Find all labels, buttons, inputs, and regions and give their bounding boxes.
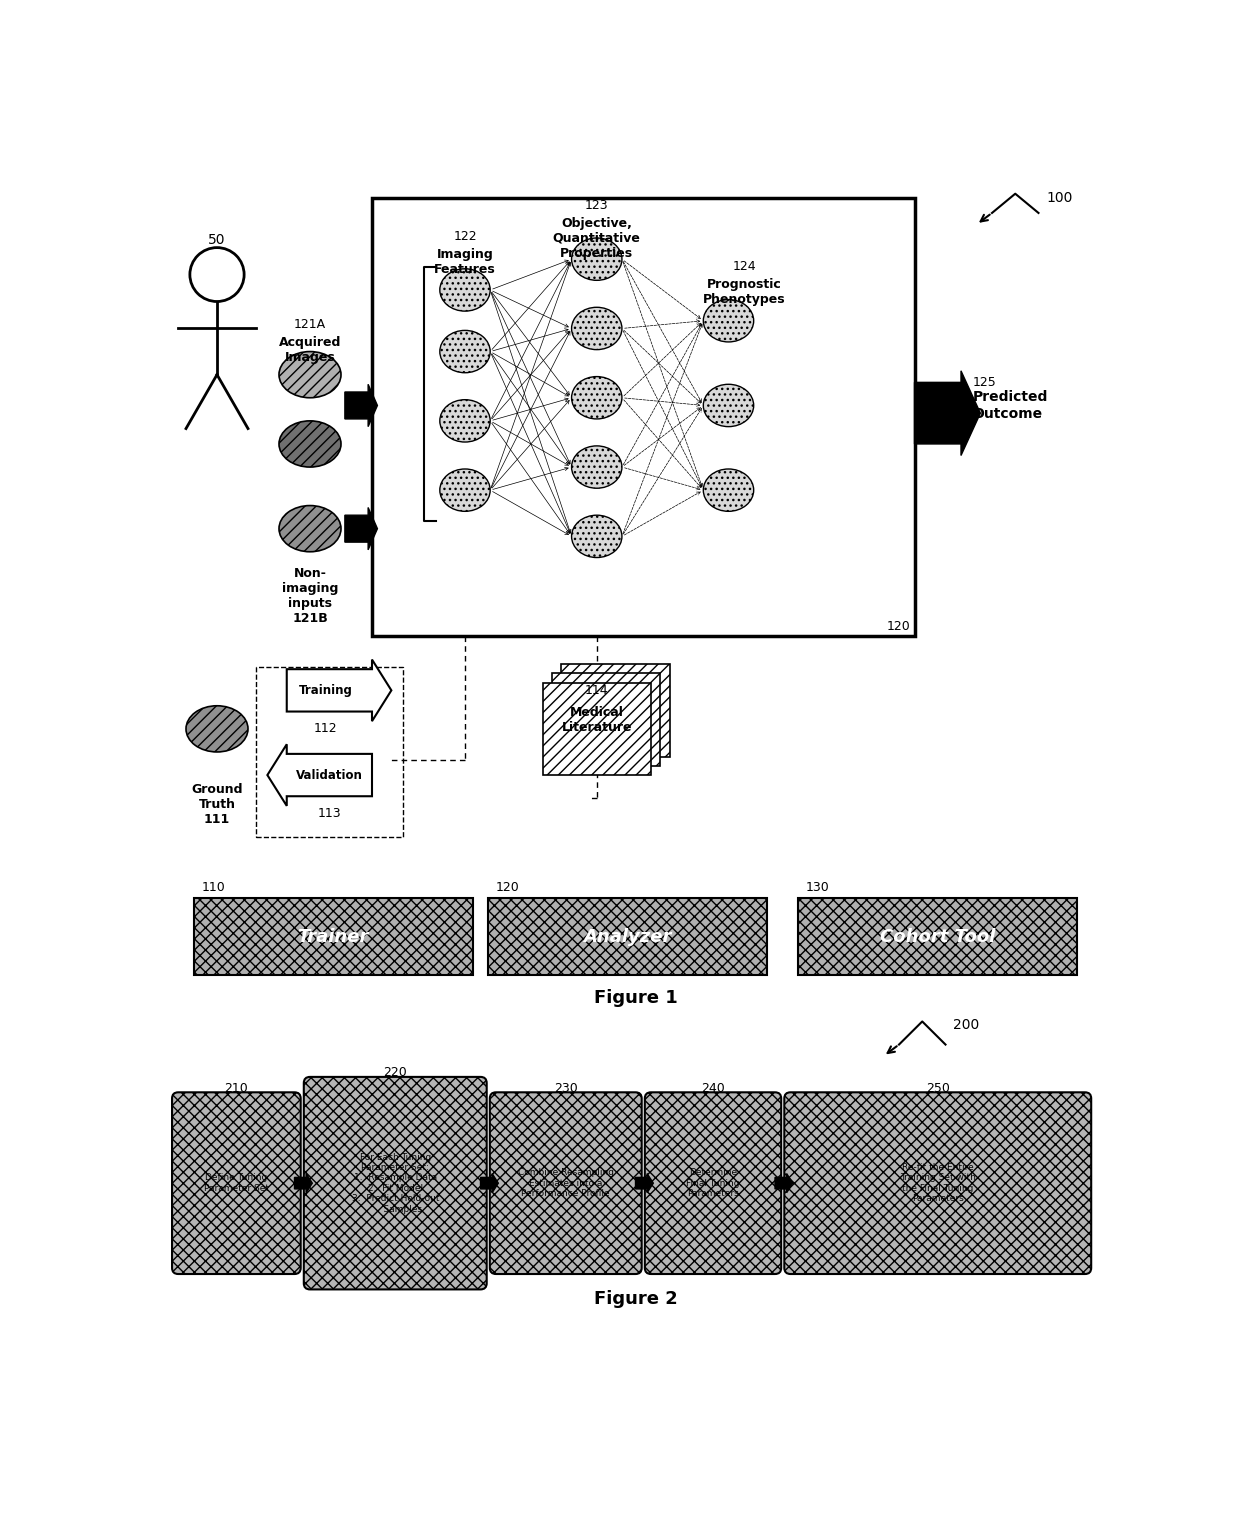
Ellipse shape	[440, 331, 490, 373]
Text: 100: 100	[1047, 191, 1073, 205]
FancyBboxPatch shape	[193, 899, 472, 975]
Text: Non-
imaging
inputs
121B: Non- imaging inputs 121B	[281, 568, 339, 625]
FancyBboxPatch shape	[645, 1093, 781, 1274]
Text: 124: 124	[732, 261, 756, 273]
Ellipse shape	[703, 469, 754, 512]
FancyArrow shape	[915, 370, 981, 455]
Text: Analyzer: Analyzer	[584, 927, 672, 946]
Text: 230: 230	[554, 1082, 578, 1094]
Text: Cohort Tool: Cohort Tool	[880, 927, 996, 946]
Ellipse shape	[572, 238, 622, 281]
Text: 250: 250	[926, 1082, 950, 1094]
Ellipse shape	[703, 299, 754, 342]
Text: Figure 2: Figure 2	[594, 1290, 677, 1307]
Text: Predicted
Outcome: Predicted Outcome	[972, 390, 1048, 420]
Ellipse shape	[440, 269, 490, 311]
Text: 50: 50	[208, 232, 226, 247]
FancyBboxPatch shape	[799, 899, 1078, 975]
Text: 114: 114	[585, 685, 609, 697]
Text: Figure 1: Figure 1	[594, 990, 677, 1008]
Text: Objective,
Quantitative
Properties: Objective, Quantitative Properties	[553, 217, 641, 260]
FancyArrow shape	[775, 1173, 792, 1193]
Text: 120: 120	[496, 882, 520, 894]
Text: 112: 112	[314, 723, 337, 735]
Text: Define Tuning
Parameter Set: Define Tuning Parameter Set	[203, 1173, 269, 1193]
Text: Imaging
Features: Imaging Features	[434, 247, 496, 276]
Text: 123: 123	[585, 199, 609, 211]
FancyArrow shape	[295, 1173, 312, 1193]
Text: 120: 120	[887, 619, 910, 633]
Text: Trainer: Trainer	[298, 927, 370, 946]
Text: Validation: Validation	[296, 768, 363, 782]
Text: Ground
Truth
111: Ground Truth 111	[191, 783, 243, 826]
Ellipse shape	[186, 706, 248, 751]
FancyBboxPatch shape	[304, 1076, 486, 1289]
Text: 122: 122	[453, 229, 477, 243]
Ellipse shape	[572, 376, 622, 419]
FancyArrow shape	[268, 744, 372, 806]
FancyArrow shape	[286, 659, 392, 721]
FancyBboxPatch shape	[172, 1093, 301, 1274]
Text: Acquired
Images: Acquired Images	[279, 335, 341, 364]
FancyBboxPatch shape	[785, 1093, 1091, 1274]
FancyBboxPatch shape	[543, 683, 651, 776]
Text: Training: Training	[299, 685, 352, 697]
Ellipse shape	[703, 384, 754, 427]
FancyBboxPatch shape	[490, 1093, 642, 1274]
FancyArrow shape	[481, 1173, 498, 1193]
FancyArrow shape	[345, 507, 377, 550]
Ellipse shape	[440, 469, 490, 512]
Text: 200: 200	[954, 1019, 980, 1032]
Text: 130: 130	[806, 882, 830, 894]
Ellipse shape	[572, 307, 622, 349]
FancyArrow shape	[635, 1173, 653, 1193]
Text: 240: 240	[701, 1082, 725, 1094]
Text: Medical
Literature: Medical Literature	[562, 706, 632, 733]
Text: 210: 210	[224, 1082, 248, 1094]
Ellipse shape	[440, 399, 490, 442]
Text: 110: 110	[201, 882, 226, 894]
Text: Prognostic
Phenotypes: Prognostic Phenotypes	[703, 278, 785, 307]
Ellipse shape	[279, 352, 341, 398]
Text: Determine
Final Tuning
Parameters: Determine Final Tuning Parameters	[686, 1169, 740, 1198]
Text: 113: 113	[317, 808, 341, 820]
Ellipse shape	[572, 446, 622, 489]
FancyBboxPatch shape	[560, 665, 670, 756]
Text: Combine Resampling
Estimates into a
Performance Profile: Combine Resampling Estimates into a Perf…	[518, 1169, 614, 1198]
Text: 125: 125	[972, 376, 997, 389]
Ellipse shape	[279, 420, 341, 468]
FancyBboxPatch shape	[489, 899, 768, 975]
FancyArrow shape	[345, 384, 377, 427]
Ellipse shape	[572, 515, 622, 557]
FancyBboxPatch shape	[552, 674, 660, 765]
Text: For Each Tuning
Parameter Set:
1.  Resample Data
2.  Fit Model
3.  Predict Hold-: For Each Tuning Parameter Set: 1. Resamp…	[351, 1152, 439, 1214]
Text: 220: 220	[383, 1066, 407, 1079]
Text: 121A: 121A	[294, 319, 326, 331]
Ellipse shape	[279, 505, 341, 551]
FancyBboxPatch shape	[372, 197, 915, 636]
Text: Re-fit the Entire
Training Set with
the Final Tuning
Parameters: Re-fit the Entire Training Set with the …	[900, 1163, 976, 1204]
